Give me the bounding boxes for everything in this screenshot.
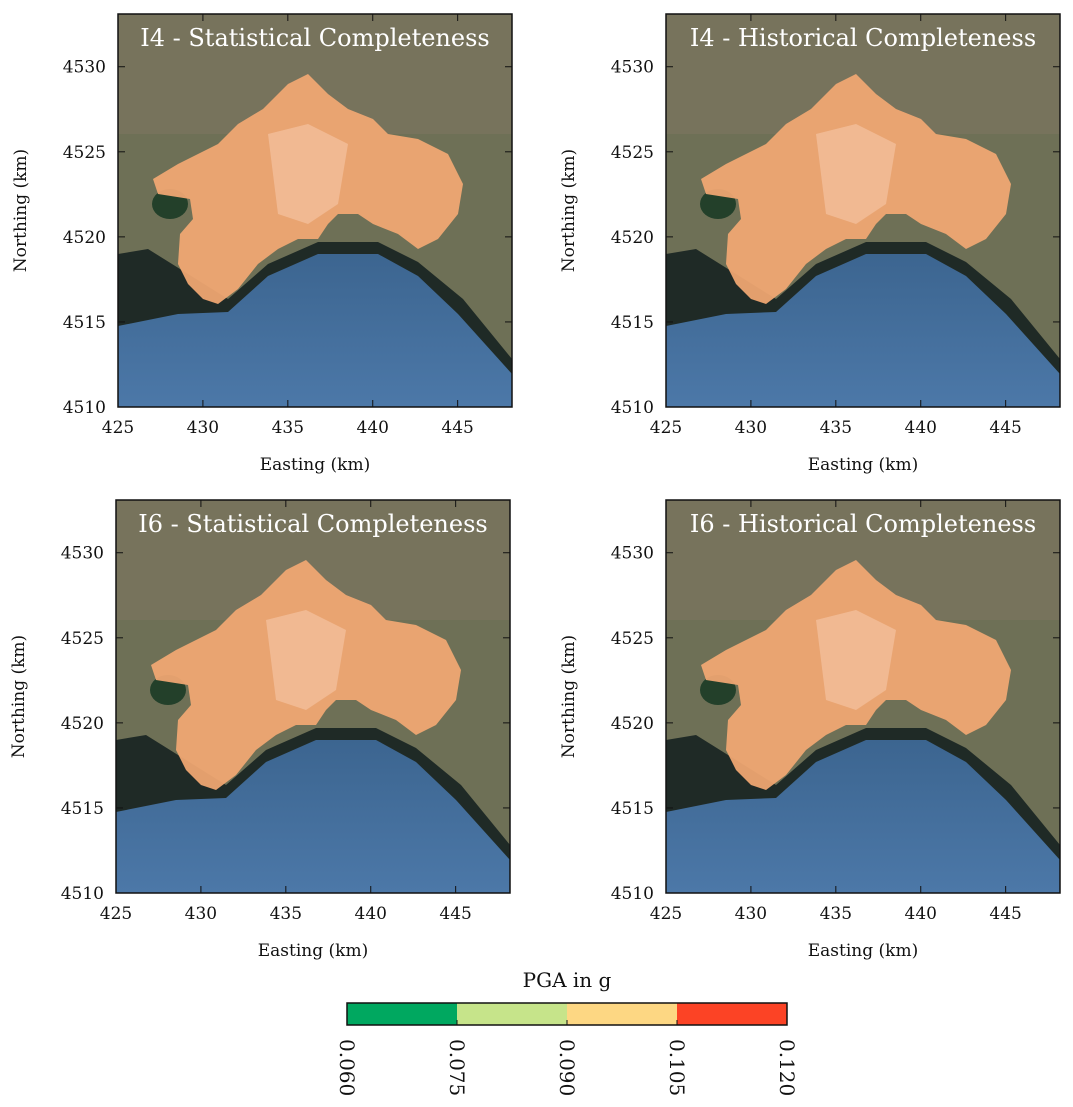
x-tick-label: 435 (272, 418, 304, 438)
map-panel: I6 - Historical Completeness 425 430 435 440… (559, 499, 1061, 961)
y-tick-label: 4530 (63, 58, 106, 78)
x-tick-label: 425 (650, 904, 682, 924)
x-axis-label: Easting (km) (258, 941, 368, 961)
y-tick-label: 4510 (61, 884, 104, 904)
axes-frame (665, 13, 1061, 408)
y-tick-label: 4530 (611, 58, 654, 78)
x-axis-label: Easting (km) (260, 455, 370, 475)
x-tick-label: 445 (989, 904, 1021, 924)
map-panel: I4 - Statistical Completeness 425 430 435 44… (11, 13, 513, 475)
x-tick-label: 435 (820, 418, 852, 438)
x-tick-label: 425 (102, 418, 134, 438)
x-tick-label: 440 (905, 904, 937, 924)
axes-frame (115, 499, 511, 894)
axes-frame (117, 13, 513, 408)
y-tick-label: 4525 (611, 629, 654, 649)
colorbar-tick-label: 0.075 (445, 1039, 469, 1096)
x-tick-label: 445 (439, 904, 471, 924)
y-axis-label: Northing (km) (11, 149, 31, 272)
y-tick-label: 4525 (63, 143, 106, 163)
colorbar-label: PGA in g (523, 968, 612, 992)
x-axis-label: Easting (km) (808, 455, 918, 475)
y-tick-label: 4515 (61, 799, 104, 819)
y-axis-label: Northing (km) (559, 635, 579, 758)
y-axis-label: Northing (km) (559, 149, 579, 272)
y-tick-label: 4515 (63, 313, 106, 333)
map-panel: I6 - Statistical Completeness 425 430 435 44… (9, 499, 511, 961)
x-tick-label: 430 (735, 904, 767, 924)
y-tick-label: 4510 (63, 398, 106, 418)
colorbar-tick-label: 0.120 (775, 1039, 799, 1096)
satellite-map (666, 500, 1060, 893)
y-tick-label: 4525 (61, 629, 104, 649)
x-tick-label: 430 (735, 418, 767, 438)
panel-title: I4 - Historical Completeness (690, 24, 1036, 52)
x-tick-label: 430 (185, 904, 217, 924)
satellite-map (118, 14, 512, 407)
y-tick-label: 4530 (61, 544, 104, 564)
colorbar-tick-label: 0.060 (335, 1039, 359, 1096)
panel-title: I6 - Historical Completeness (690, 510, 1036, 538)
panel-title: I4 - Statistical Completeness (140, 24, 489, 52)
y-tick-label: 4515 (611, 313, 654, 333)
x-tick-label: 445 (989, 418, 1021, 438)
x-tick-label: 440 (905, 418, 937, 438)
y-axis-label: Northing (km) (9, 635, 29, 758)
y-tick-label: 4520 (611, 228, 654, 248)
satellite-map (666, 14, 1060, 407)
x-tick-label: 445 (441, 418, 473, 438)
y-tick-label: 4520 (61, 714, 104, 734)
y-tick-label: 4510 (611, 884, 654, 904)
x-tick-label: 435 (270, 904, 302, 924)
map-panel: I4 - Historical Completeness 425 430 435 440… (559, 13, 1061, 475)
panel-title: I6 - Statistical Completeness (138, 510, 487, 538)
x-tick-label: 435 (820, 904, 852, 924)
colorbar-tick-label: 0.090 (555, 1039, 579, 1096)
x-tick-label: 440 (357, 418, 389, 438)
colorbar-swatch (347, 1003, 457, 1025)
x-tick-label: 440 (355, 904, 387, 924)
y-tick-label: 4530 (611, 544, 654, 564)
y-tick-label: 4515 (611, 799, 654, 819)
axes-frame (665, 499, 1061, 894)
colorbar-swatch (457, 1003, 567, 1025)
x-axis-label: Easting (km) (808, 941, 918, 961)
x-tick-label: 425 (650, 418, 682, 438)
y-tick-label: 4520 (611, 714, 654, 734)
colorbar-tick-label: 0.105 (665, 1039, 689, 1096)
colorbar-swatch (677, 1003, 787, 1025)
satellite-map (116, 500, 510, 893)
x-tick-label: 425 (100, 904, 132, 924)
colorbar-swatch (567, 1003, 677, 1025)
y-tick-label: 4525 (611, 143, 654, 163)
x-tick-label: 430 (187, 418, 219, 438)
y-tick-label: 4520 (63, 228, 106, 248)
y-tick-label: 4510 (611, 398, 654, 418)
